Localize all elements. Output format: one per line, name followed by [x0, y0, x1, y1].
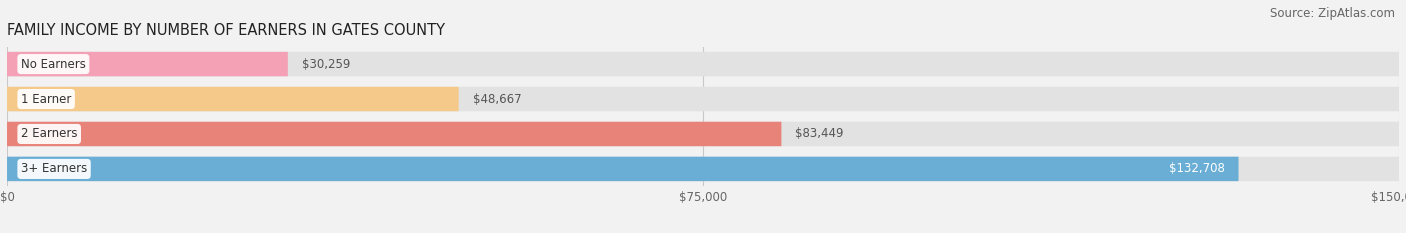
FancyBboxPatch shape — [7, 157, 1399, 181]
FancyBboxPatch shape — [7, 52, 288, 76]
Text: Source: ZipAtlas.com: Source: ZipAtlas.com — [1270, 7, 1395, 20]
FancyBboxPatch shape — [7, 52, 1399, 76]
Text: $83,449: $83,449 — [796, 127, 844, 140]
Text: 1 Earner: 1 Earner — [21, 93, 72, 106]
FancyBboxPatch shape — [7, 157, 1239, 181]
Text: FAMILY INCOME BY NUMBER OF EARNERS IN GATES COUNTY: FAMILY INCOME BY NUMBER OF EARNERS IN GA… — [7, 24, 446, 38]
Text: $132,708: $132,708 — [1168, 162, 1225, 175]
Text: 2 Earners: 2 Earners — [21, 127, 77, 140]
Text: 3+ Earners: 3+ Earners — [21, 162, 87, 175]
FancyBboxPatch shape — [7, 122, 782, 146]
Text: $30,259: $30,259 — [302, 58, 350, 71]
Text: $48,667: $48,667 — [472, 93, 522, 106]
Text: No Earners: No Earners — [21, 58, 86, 71]
FancyBboxPatch shape — [7, 87, 458, 111]
FancyBboxPatch shape — [7, 122, 1399, 146]
FancyBboxPatch shape — [7, 87, 1399, 111]
